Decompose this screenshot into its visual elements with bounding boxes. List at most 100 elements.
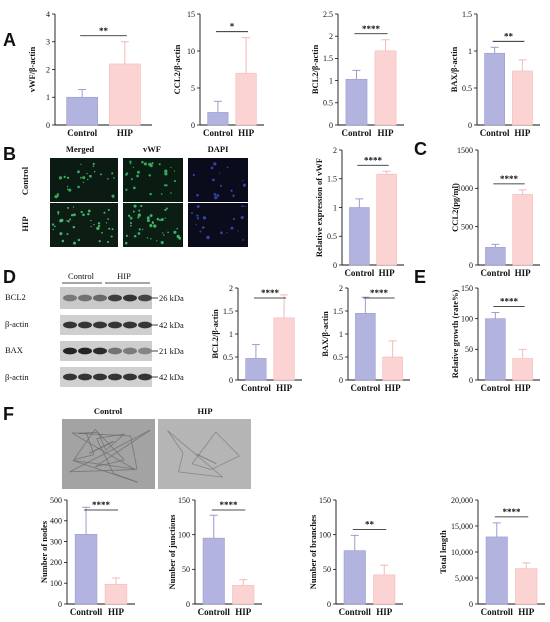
blot-band: [138, 321, 152, 329]
tube-segment: [73, 429, 96, 460]
y-tick-label: 20,000: [451, 496, 473, 505]
row-label-hip: HIP: [20, 216, 30, 231]
fluorescent-spot: [220, 231, 223, 235]
fluorescent-spot: [66, 176, 70, 179]
y-tick-label: 2: [329, 32, 333, 41]
blot-band: [78, 373, 92, 381]
x-category-label: Control: [480, 383, 510, 393]
y-tick-label: 0.5: [462, 84, 472, 93]
fluorescent-spot: [173, 230, 177, 234]
blot-band: [108, 373, 122, 381]
fluorescent-spot: [132, 166, 134, 168]
y-tick-label: 0: [46, 121, 50, 130]
fluorescent-spot: [107, 208, 110, 212]
tube-segment: [78, 432, 131, 437]
significance-label: ****: [503, 507, 522, 517]
blot-band: [123, 347, 137, 355]
y-tick-label: 200: [50, 558, 62, 567]
bar-control: [355, 312, 376, 381]
tube-image-hip: [158, 419, 251, 489]
fluorescent-spot: [213, 162, 217, 166]
panel-label-c: C: [414, 139, 427, 159]
bar-hip: [511, 70, 533, 126]
wb-row-bax: BAX: [5, 345, 23, 355]
wb-size-bcl2: 26 kDa: [159, 293, 184, 303]
x-category-label: HIP: [117, 128, 134, 138]
x-category-label: Controll: [198, 607, 231, 617]
x-category-label: HIP: [276, 383, 293, 393]
y-tick-label: 500: [461, 222, 473, 231]
bar-control: [484, 52, 506, 126]
y-tick-label: 50: [323, 565, 331, 574]
y-tick-label: 5,000: [455, 574, 473, 583]
fluorescent-spot: [131, 217, 133, 220]
fluorescent-spot: [162, 232, 164, 234]
tube-title-hip: HIP: [197, 406, 212, 416]
panel-label-e: E: [414, 267, 426, 287]
fluorescent-spot: [68, 188, 72, 192]
y-tick-label: 0: [469, 376, 473, 385]
y-axis-label: BAX/β-actin: [320, 311, 330, 357]
fluorescent-spot: [164, 172, 168, 176]
fluorescent-spot: [156, 240, 158, 242]
x-category-label: HIP: [108, 607, 125, 617]
fluorescent-spot: [158, 163, 161, 166]
tube-segment: [71, 432, 136, 470]
y-tick-label: 1: [468, 47, 472, 56]
y-tick-label: 1500: [457, 146, 473, 155]
fluorescent-spot: [142, 228, 144, 231]
blot-band: [63, 373, 77, 381]
fluorescent-spot: [52, 228, 54, 231]
significance-label: *: [230, 22, 235, 32]
significance-label: ****: [362, 24, 381, 34]
blot-band: [63, 347, 77, 355]
fluorescent-spot: [92, 165, 95, 168]
fluorescent-spot: [53, 225, 56, 228]
micro-speckles: [51, 160, 246, 245]
wb-row-actin-1: β-actin: [5, 319, 29, 329]
fluorescent-spot: [218, 172, 221, 174]
blot-band: [108, 321, 122, 329]
fluorescent-spot: [106, 178, 109, 180]
fluorescent-spot: [82, 213, 85, 217]
tube-segment: [89, 440, 114, 454]
tube-segment: [215, 431, 240, 457]
fluorescent-spot: [130, 224, 132, 227]
y-tick-label: 50: [465, 345, 473, 354]
panel-label-a: A: [3, 30, 16, 50]
y-axis-label: BAX/β-actin: [449, 46, 459, 92]
fluorescent-spot: [196, 214, 199, 217]
fluorescent-spot: [97, 224, 101, 228]
y-tick-label: 0: [339, 376, 343, 385]
y-tick-label: 0: [229, 376, 233, 385]
y-tick-label: 10,000: [451, 548, 473, 557]
fluorescent-spot: [90, 219, 92, 222]
blot-band: [138, 294, 152, 302]
y-tick-label: 15: [187, 10, 195, 19]
tube-title-control: Control: [94, 406, 123, 416]
significance-label: **: [99, 26, 109, 36]
y-tick-label: 1.5: [333, 307, 343, 316]
fluorescent-spot: [106, 241, 110, 244]
fluorescent-spot: [206, 235, 210, 240]
bar-hip: [109, 63, 141, 126]
x-category-label: Control: [342, 128, 372, 138]
fluorescent-spot: [165, 184, 168, 187]
y-tick-label: 0: [186, 600, 190, 609]
x-category-label: HIP: [514, 128, 531, 138]
y-tick-label: 150: [178, 496, 190, 505]
fluorescent-spot: [82, 176, 86, 180]
blot-band: [78, 321, 92, 329]
y-tick-label: 2: [229, 284, 233, 293]
fluorescent-spot: [213, 193, 217, 196]
y-tick-label: 0: [329, 121, 333, 130]
y-tick-label: 100: [461, 314, 473, 323]
fluorescent-spot: [146, 237, 149, 239]
bar-hip: [512, 194, 533, 266]
fluorescent-spot: [72, 206, 75, 208]
fluorescent-spot: [96, 226, 100, 231]
fluorescent-spot: [59, 232, 63, 236]
